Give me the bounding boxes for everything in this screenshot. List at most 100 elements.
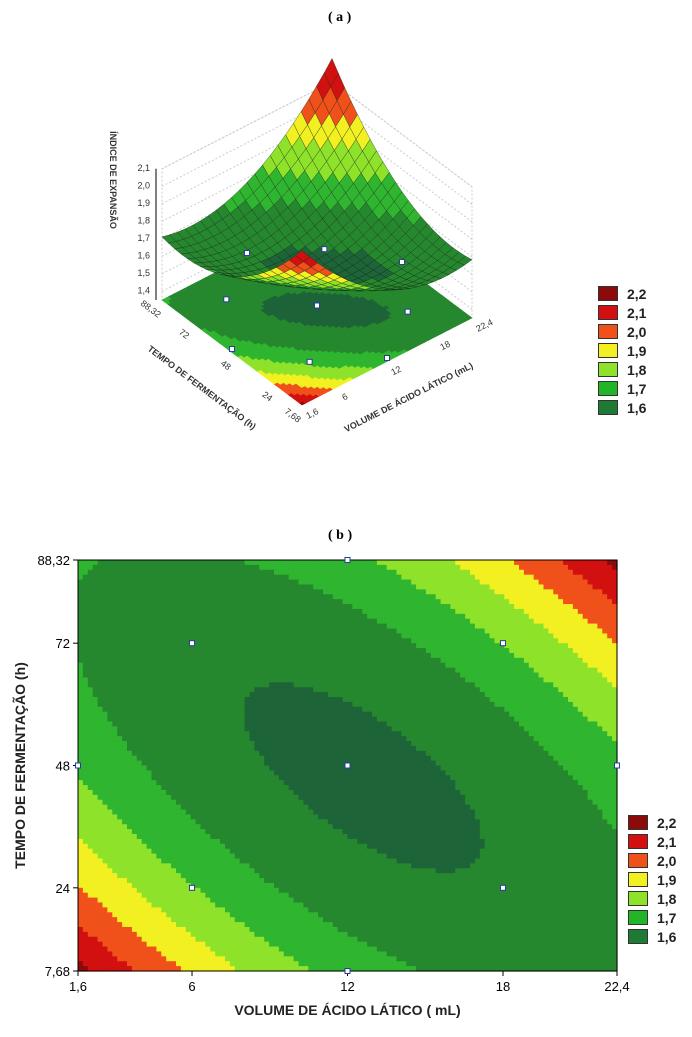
contour-cell (97, 789, 104, 796)
contour-cell (156, 887, 162, 894)
contour-cell (92, 770, 99, 776)
contour-cell (117, 599, 123, 605)
contour-cell (171, 829, 177, 835)
contour-cell (131, 662, 138, 669)
contour-cell (131, 667, 138, 674)
contour-cell (78, 936, 84, 943)
contour-cell (97, 853, 104, 860)
contour-cell (78, 956, 84, 962)
contour-cell (161, 687, 167, 693)
contour-cell (185, 794, 192, 801)
contour-cell (102, 652, 108, 659)
contour-cell (122, 804, 128, 811)
contour-cell (97, 662, 104, 669)
contour-cell (78, 657, 84, 664)
contour-cell (122, 687, 128, 693)
contour-cell (87, 946, 94, 953)
contour-cell (161, 672, 167, 679)
contour-cell (171, 863, 177, 869)
contour-cell (156, 628, 162, 634)
contour-cell (78, 789, 84, 796)
contour-cell (78, 638, 84, 644)
contour-cell (156, 799, 162, 806)
contour-cell (180, 672, 187, 679)
contour-cell (131, 682, 138, 688)
contour-cell (171, 878, 177, 884)
contour-cell (141, 868, 148, 874)
contour-cell (161, 936, 167, 943)
contour-cell (87, 760, 94, 767)
contour-cell (146, 613, 153, 620)
contour-cell (141, 804, 148, 811)
contour-cell (102, 799, 108, 806)
contour-cell (136, 697, 143, 703)
contour-cell (185, 951, 192, 957)
contour-cell (87, 584, 94, 590)
contour-cell (166, 706, 172, 713)
contour-cell (151, 608, 157, 615)
contour-cell (112, 824, 118, 830)
contour-cell (136, 657, 143, 664)
contour-cell (190, 584, 197, 590)
contour-cell (141, 785, 148, 791)
contour-cell (180, 897, 187, 904)
contour-cell (156, 838, 162, 845)
contour-cell (87, 692, 94, 698)
contour-cell (151, 667, 157, 674)
contour-cell (131, 917, 138, 923)
contour-cell (146, 765, 153, 771)
contour-cell (78, 926, 84, 933)
contour-cell (141, 931, 148, 938)
contour-cell (107, 931, 113, 938)
contour-cell (82, 760, 89, 767)
contour-cell (146, 608, 153, 615)
contour-cell (97, 667, 104, 674)
contour-cell (78, 819, 84, 825)
contour-cell (131, 961, 138, 967)
contour-cell (127, 662, 133, 669)
contour-cell (156, 638, 162, 644)
contour-cell (151, 750, 157, 757)
contour-cell (176, 956, 182, 962)
contour-cell (176, 608, 182, 615)
contour-cell (141, 922, 148, 928)
contour-cell (92, 956, 99, 962)
contour-cell (107, 652, 113, 659)
contour-cell (180, 677, 187, 683)
contour-cell (112, 951, 118, 957)
contour-cell (166, 633, 172, 639)
contour-cell (97, 873, 104, 879)
contour-cell (97, 799, 104, 806)
contour-cell (117, 824, 123, 830)
contour-cell (82, 667, 89, 674)
contour-cell (102, 687, 108, 693)
contour-cell (92, 887, 99, 894)
contour-cell (185, 750, 192, 757)
contour-cell (141, 564, 148, 571)
contour-cell (176, 706, 182, 713)
contour-cell (78, 902, 84, 908)
contour-cell (156, 589, 162, 595)
contour-cell (107, 584, 113, 590)
contour-cell (185, 697, 192, 703)
contour-cell (127, 926, 133, 933)
contour-cell (112, 941, 118, 948)
contour-cell (161, 804, 167, 811)
contour-cell (97, 951, 104, 957)
contour-cell (102, 902, 108, 908)
contour-cell (97, 887, 104, 894)
contour-cell (117, 760, 123, 767)
contour-cell (176, 657, 182, 664)
contour-cell (82, 560, 89, 566)
contour-cell (136, 819, 143, 825)
contour-cell (156, 868, 162, 874)
contour-cell (180, 887, 187, 894)
contour-cell (117, 868, 123, 874)
contour-cell (151, 882, 157, 889)
contour-cell (131, 907, 138, 913)
contour-cell (176, 667, 182, 674)
contour-cell (122, 961, 128, 967)
contour-cell (122, 789, 128, 796)
contour-cell (146, 912, 153, 918)
contour-cell (82, 731, 89, 737)
